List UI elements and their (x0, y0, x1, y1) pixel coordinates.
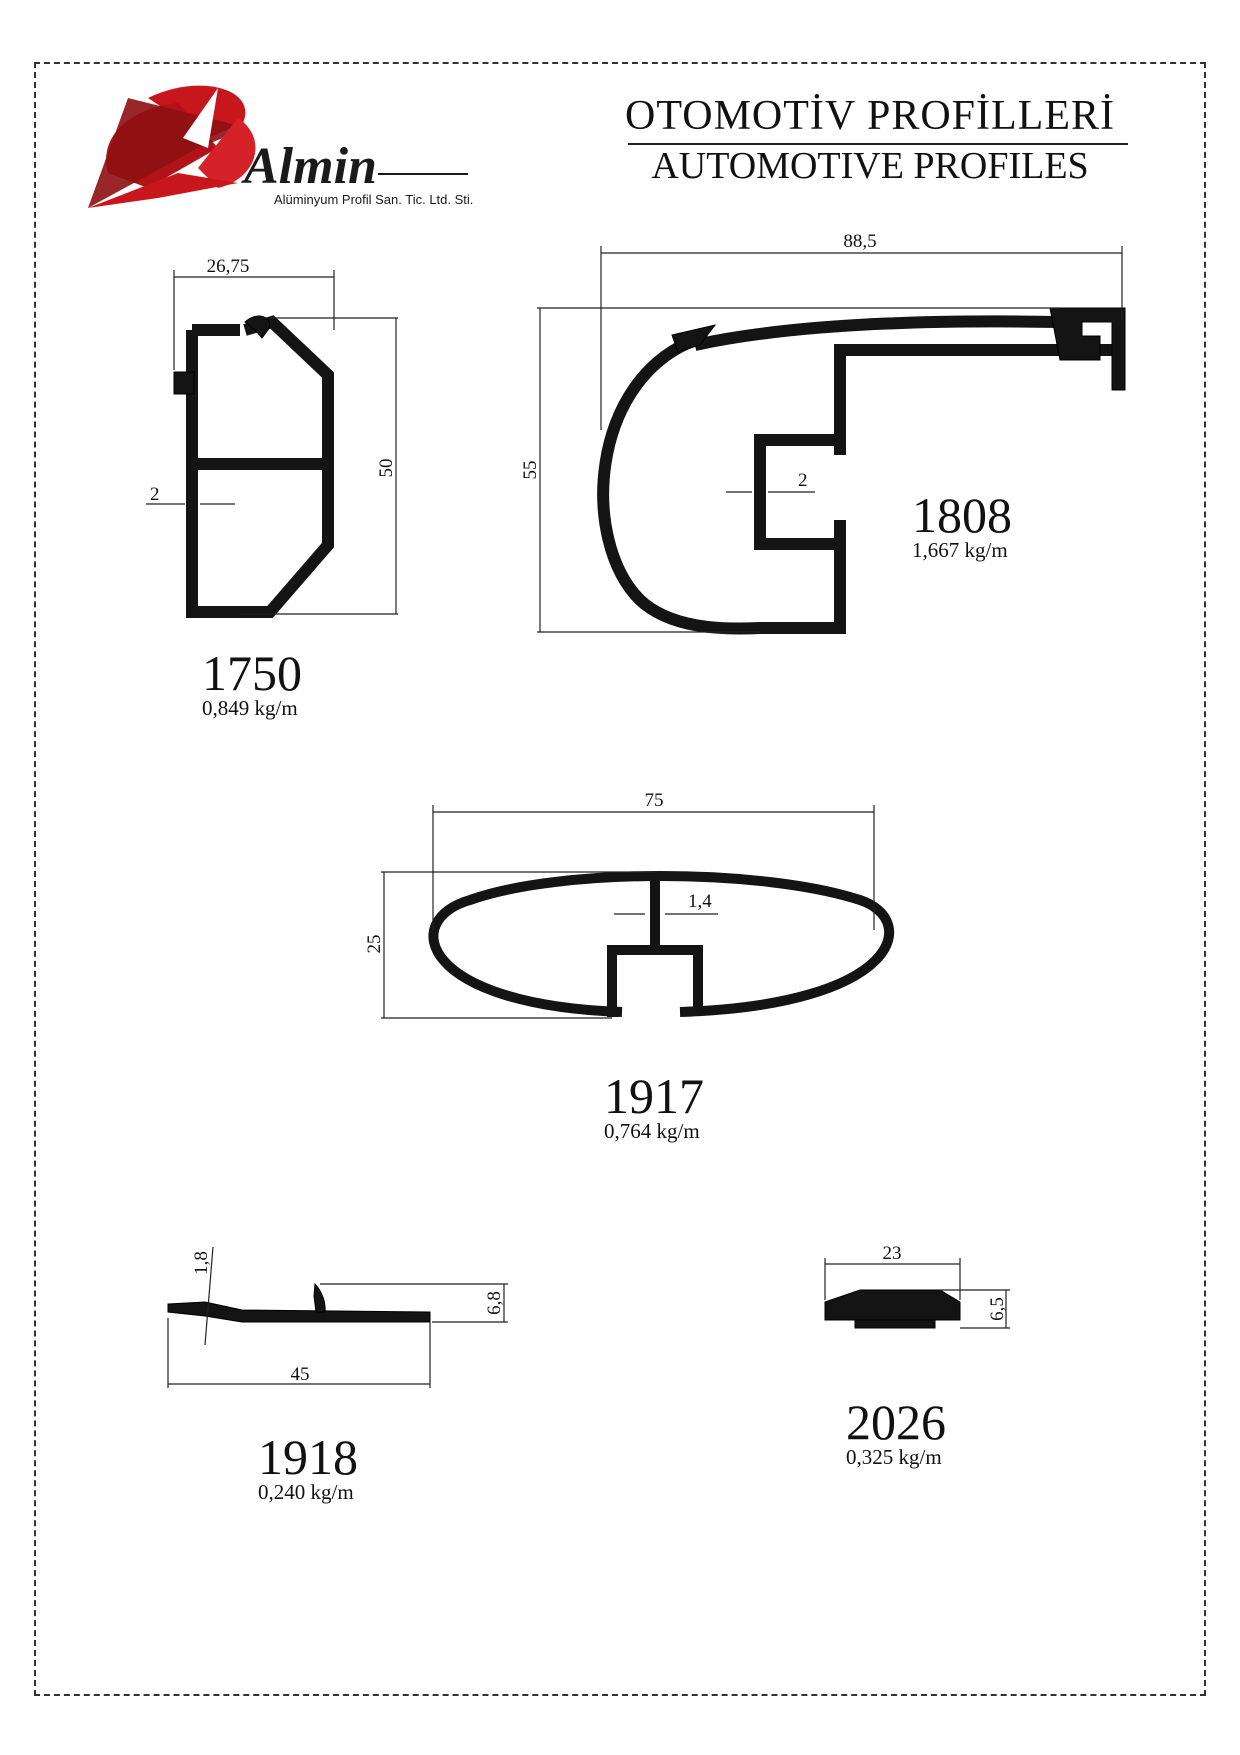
dim-1917-width: 75 (645, 790, 664, 811)
dim-2026-height: 6,5 (987, 1297, 1008, 1321)
dim-1918-wall: 1,8 (191, 1251, 212, 1275)
page-title-turkish: OTOMOTİV PROFİLLERİ (625, 93, 1115, 139)
profile-1750-code: 1750 (202, 645, 302, 701)
profile-1808-drawing: 88,5 55 2 (520, 231, 1126, 635)
profile-1918-weight: 0,240 kg/m (258, 1480, 354, 1504)
profile-1750-drawing: 26,75 50 2 (146, 256, 398, 618)
profile-1917-code: 1917 (604, 1068, 704, 1124)
dim-1808-width: 88,5 (843, 231, 876, 252)
dim-1750-width: 26,75 (207, 256, 250, 277)
profile-1917-drawing: 75 25 1,4 (364, 790, 895, 1019)
title-underline (628, 143, 1128, 145)
dim-1808-height: 55 (520, 461, 541, 480)
dim-1918-width: 45 (291, 1364, 310, 1385)
profile-1918-code: 1918 (258, 1429, 358, 1485)
profile-1918-drawing: 45 6,8 1,8 (167, 1246, 508, 1388)
dim-1808-wall: 2 (798, 470, 808, 491)
almin-logo: Almin Alüminyum Profil San. Tic. Ltd. St… (88, 85, 473, 208)
dim-1750-wall: 2 (150, 484, 160, 505)
profile-2026-code: 2026 (846, 1394, 946, 1450)
dim-2026-width: 23 (883, 1243, 902, 1264)
page-title-english: AUTOMOTIVE PROFILES (651, 145, 1089, 187)
logo-subtitle: Alüminyum Profil San. Tic. Ltd. Sti. (274, 192, 473, 207)
profile-1808-weight: 1,667 kg/m (912, 538, 1008, 562)
profile-1750-weight: 0,849 kg/m (202, 696, 298, 720)
dim-1750-height: 50 (376, 459, 397, 478)
profile-2026-drawing: 23 6,5 (824, 1243, 1010, 1329)
logo-wordmark: Almin (241, 138, 377, 195)
dim-1917-height: 25 (364, 935, 385, 954)
dim-1917-wall: 1,4 (688, 891, 712, 912)
dim-1918-height: 6,8 (484, 1291, 505, 1315)
profile-1917-weight: 0,764 kg/m (604, 1119, 700, 1143)
profile-1808-code: 1808 (912, 487, 1012, 543)
dashed-page-border (34, 62, 1206, 1696)
profile-2026-weight: 0,325 kg/m (846, 1445, 942, 1469)
